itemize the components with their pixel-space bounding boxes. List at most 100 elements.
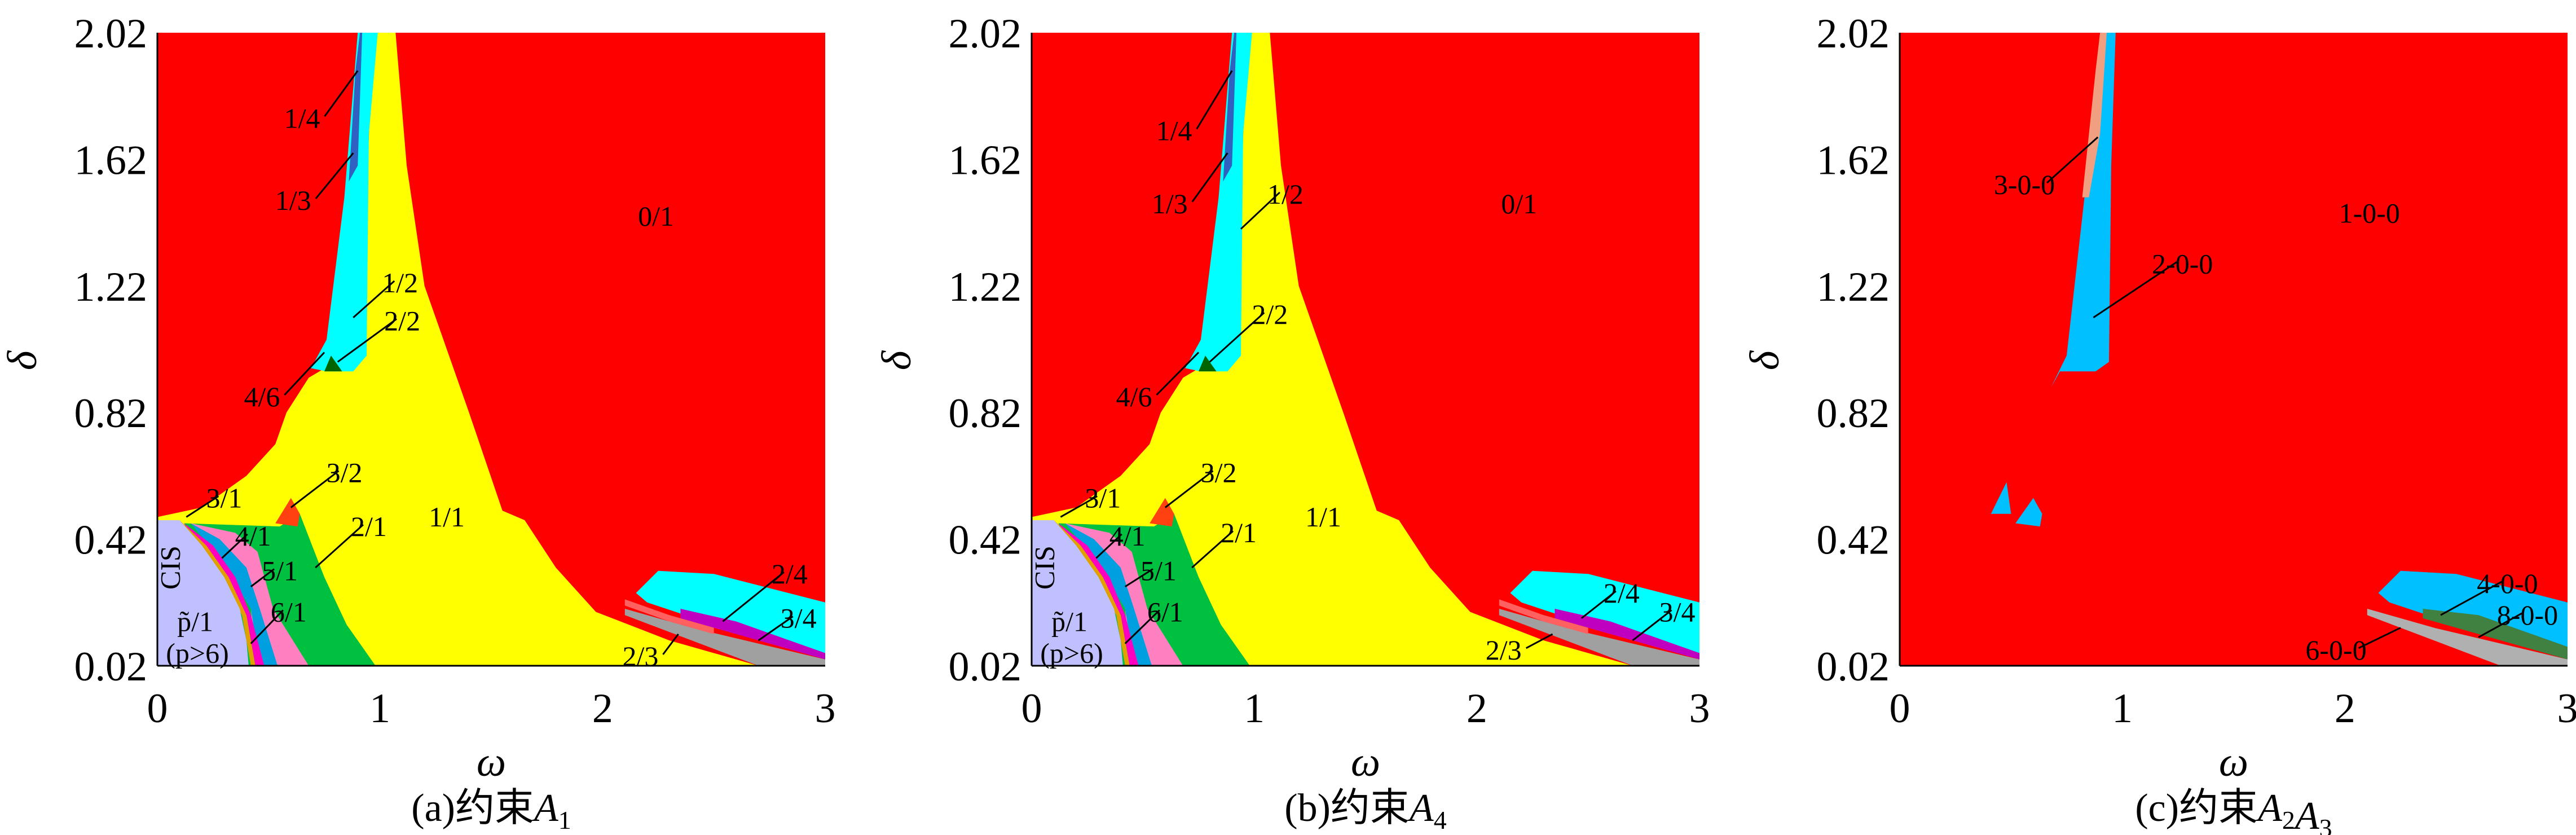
annotation-label: 5/1 (262, 555, 298, 587)
y-tick-label: 0.42 (949, 517, 1022, 564)
annotation-leader-line (1095, 533, 1122, 559)
x-tick-label: 0 (1890, 685, 1910, 732)
region-CIS (1032, 520, 1123, 666)
region-1-3 (349, 33, 363, 182)
annotation-label: 6/1 (1147, 596, 1183, 627)
annotation-leader-line (722, 571, 785, 622)
y-axis-label: δ (0, 350, 46, 370)
y-tick-label: 1.62 (949, 137, 1022, 183)
panel-b: 0 1 2 3 0.02 0.42 0.82 1.22 1.62 2.02 ω δ 1/4 1/3 0/1 1… (874, 11, 1710, 834)
region-1-2 (311, 33, 378, 372)
annotation-label: 1/4 (1156, 115, 1192, 147)
y-tick-label: 2.02 (1817, 11, 1890, 57)
annotation-label: 1/1 (429, 501, 465, 533)
annotation-leader-line (662, 633, 679, 655)
annotation-label: 6-0-0 (2305, 634, 2366, 666)
annotation-label: 3-0-0 (1994, 169, 2055, 200)
caption-variable: A (532, 786, 558, 830)
annotation-label: (p>6) (1040, 637, 1103, 669)
annotation-label: 0/1 (638, 200, 674, 232)
caption-variable: A (2293, 794, 2319, 835)
annotation-label: 2/1 (1221, 517, 1257, 548)
annotation-label: CIS (154, 546, 186, 590)
regions (157, 33, 825, 666)
annotation-label: 5/1 (1141, 555, 1177, 587)
regions (1032, 33, 1699, 666)
annotation-label: 1/3 (275, 184, 311, 216)
x-tick-label: 1 (2112, 685, 2133, 732)
region-2-0-0 (1991, 482, 2011, 514)
panel-c: 0 1 2 3 0.02 0.42 0.82 1.22 1.62 2.02 ω δ 3-0-0 1-0-0… (1742, 11, 2576, 835)
annotation-label: 2/3 (1486, 634, 1522, 666)
annotation-leader-line (2478, 612, 2522, 638)
annotation-label: 1/3 (1152, 188, 1188, 219)
x-axis-label: ω (477, 739, 506, 785)
annotation-leader-line (758, 616, 794, 641)
x-tick-label: 2 (2335, 685, 2355, 732)
region-2-2 (324, 355, 342, 372)
y-tick-label: 0.82 (74, 390, 148, 437)
region-1-2 (1185, 33, 1252, 372)
annotation-label: 1/1 (1305, 501, 1341, 533)
annotation-label: 2/3 (622, 640, 658, 672)
caption-subscript: 2 (2282, 806, 2295, 834)
region-1-3 (1223, 33, 1237, 182)
annotation-leader-line (1124, 568, 1153, 588)
annotation-leader-line (284, 351, 325, 396)
annotation-label: CIS (1028, 546, 1060, 590)
x-tick-label: 1 (369, 685, 390, 732)
panel-caption: (b)约束A4 (1284, 786, 1446, 834)
panel-caption: (a)约束A1 (411, 786, 571, 834)
caption-subscript: 1 (558, 806, 571, 834)
region-2-4 (1555, 609, 1699, 660)
x-axis-label: ω (2219, 739, 2248, 785)
annotation-label: 4/6 (244, 381, 280, 412)
y-tick-label: 2.02 (949, 11, 1022, 57)
x-tick-label: 1 (1244, 685, 1265, 732)
annotation-leader-line (2046, 137, 2099, 184)
annotation-leader-line (324, 70, 359, 117)
annotation-label: 1-0-0 (2339, 197, 2400, 229)
y-tick-label: 0.42 (1817, 517, 1890, 564)
annotation-label: p̃/1 (177, 605, 213, 637)
annotation-label: p̃/1 (1051, 605, 1087, 637)
regions (1991, 33, 2568, 666)
annotation-leader-line (315, 524, 364, 569)
annotation-label: 2/4 (1604, 577, 1640, 609)
annotation-leader-line (1124, 609, 1160, 644)
annotation-label: 4-0-0 (2477, 568, 2538, 599)
annotation-label: 3/2 (1201, 457, 1237, 489)
annotation-label: 3/2 (327, 457, 363, 489)
annotation-leader-line (315, 152, 354, 200)
x-tick-label: 3 (1689, 685, 1710, 732)
region-6-0-0 (2367, 609, 2568, 666)
annotation-leader-line (1196, 70, 1233, 130)
annotation-leader-line (337, 318, 398, 363)
annotation-leader-line (1060, 495, 1098, 518)
caption-prefix: (b)约束 (1284, 786, 1410, 830)
annotation-leader-line (250, 609, 284, 644)
region-2-4 (680, 609, 825, 660)
y-tick-label: 1.22 (74, 264, 148, 310)
y-tick-label: 0.82 (1817, 390, 1890, 437)
caption-variable: A (1407, 786, 1434, 830)
annotation-label: 2/2 (1252, 298, 1288, 330)
y-tick-label: 0.42 (74, 517, 148, 564)
x-tick-label: 2 (592, 685, 613, 732)
caption-subscript: 4 (1434, 806, 1447, 834)
annotation-label: 4/1 (1109, 520, 1146, 552)
annotation-leader-line (2358, 627, 2401, 649)
region-3-4 (1499, 609, 1699, 666)
y-tick-label: 1.62 (1817, 137, 1890, 183)
region-8-0-0 (2423, 609, 2568, 660)
y-tick-label: 0.02 (949, 644, 1022, 690)
annotation-label: 1/4 (284, 102, 320, 134)
region-2-3 (624, 599, 714, 634)
annotation-leader-line (1164, 470, 1214, 508)
caption-prefix: (a)约束 (411, 786, 534, 830)
annotation-label: 3/4 (1659, 596, 1696, 627)
region-3-4 (624, 609, 825, 666)
annotation-label: 2/1 (351, 511, 387, 542)
region-2-2 (1199, 355, 1217, 372)
